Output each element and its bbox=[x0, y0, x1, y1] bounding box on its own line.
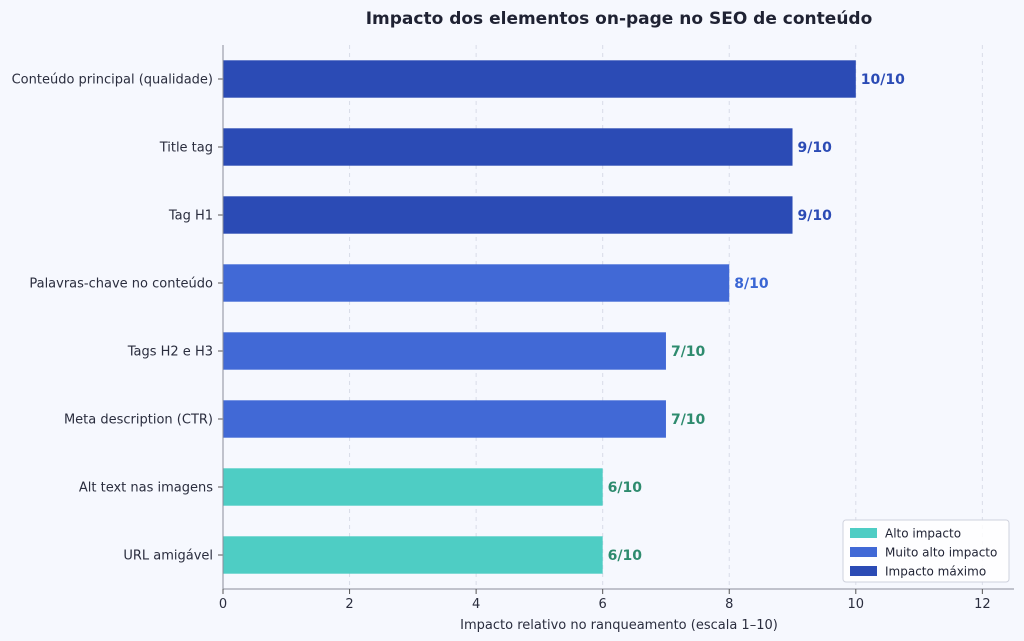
chart-title: Impacto dos elementos on-page no SEO de … bbox=[366, 9, 873, 29]
grid-lines bbox=[349, 45, 983, 589]
y-tick-label: Palavras-chave no conteúdo bbox=[29, 277, 213, 292]
bar bbox=[223, 196, 793, 234]
data-label: 6/10 bbox=[608, 548, 643, 564]
data-label: 9/10 bbox=[798, 140, 833, 156]
data-label: 8/10 bbox=[734, 276, 769, 292]
legend-label: Muito alto impacto bbox=[885, 546, 997, 560]
data-label: 9/10 bbox=[798, 208, 833, 224]
x-tick-label: 6 bbox=[599, 597, 607, 612]
bar bbox=[223, 60, 856, 98]
data-label: 7/10 bbox=[671, 344, 706, 360]
x-tick-label: 2 bbox=[345, 597, 353, 612]
legend-box bbox=[842, 519, 1010, 583]
y-tick-label: Meta description (CTR) bbox=[64, 413, 213, 428]
bar bbox=[223, 332, 666, 370]
legend-swatch bbox=[850, 566, 877, 576]
data-label: 10/10 bbox=[861, 72, 905, 88]
y-tick-label: Conteúdo principal (qualidade) bbox=[12, 73, 213, 88]
y-tick-label: Title tag bbox=[159, 141, 213, 156]
data-label: 7/10 bbox=[671, 412, 706, 428]
legend-swatch bbox=[850, 547, 877, 557]
bar bbox=[223, 468, 603, 506]
bars bbox=[223, 60, 856, 574]
bar bbox=[223, 400, 666, 438]
y-tick-label: Tag H1 bbox=[168, 209, 213, 224]
x-tick-label: 4 bbox=[472, 597, 480, 612]
legend-label: Impacto máximo bbox=[885, 565, 986, 579]
x-tick-label: 0 bbox=[219, 597, 227, 612]
legend: Alto impacto Muito alto impacto Impacto má… bbox=[842, 519, 1010, 583]
axes bbox=[218, 45, 1014, 594]
bar bbox=[223, 264, 730, 302]
y-tick-label: Alt text nas imagens bbox=[79, 481, 213, 496]
legend-swatch bbox=[850, 528, 877, 538]
x-tick-label: 12 bbox=[974, 597, 991, 612]
data-label: 6/10 bbox=[608, 480, 643, 496]
x-tick-label: 10 bbox=[848, 597, 865, 612]
y-tick-label: URL amigável bbox=[123, 549, 213, 564]
bar bbox=[223, 536, 603, 574]
x-tick-label: 8 bbox=[725, 597, 733, 612]
x-axis-label: Impacto relativo no ranqueamento (escala… bbox=[460, 618, 778, 633]
y-tick-label: Tags H2 e H3 bbox=[127, 345, 213, 360]
bar bbox=[223, 128, 793, 166]
legend-label: Alto impacto bbox=[885, 527, 961, 541]
tick-labels: 10/10 Conteúdo principal (qualidade) 9/10 T… bbox=[12, 72, 991, 612]
